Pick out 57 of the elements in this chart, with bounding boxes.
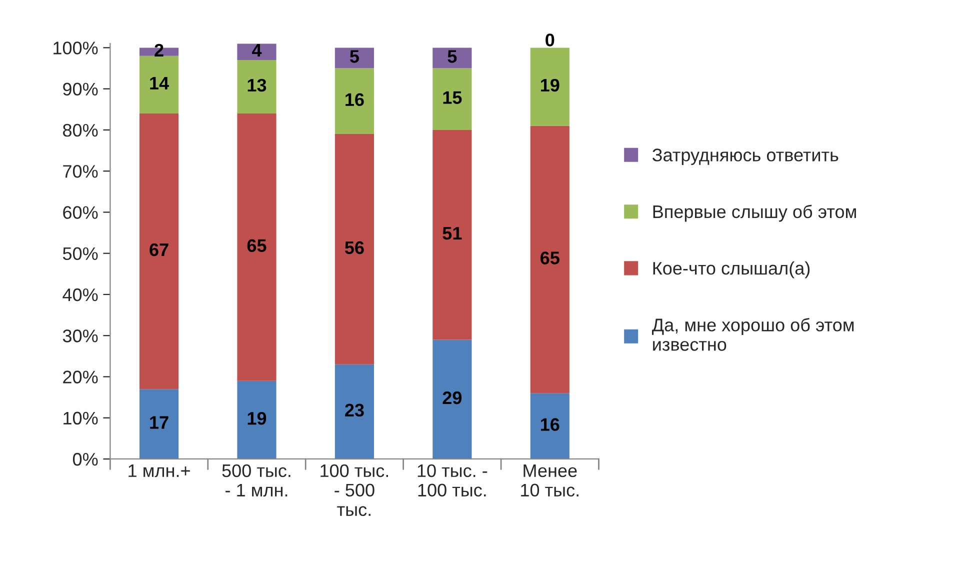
x-tick-label: 1 млн.+ <box>128 464 190 478</box>
y-tick-label: 60% <box>63 206 98 219</box>
data-label: 2 <box>154 44 164 56</box>
data-label: 51 <box>442 227 462 240</box>
x-tick-label: Менее 10 тыс. <box>521 464 578 497</box>
bar <box>334 68 374 134</box>
legend-label: Кое-что слышал(а) <box>653 261 810 278</box>
y-tick-label: 80% <box>63 124 98 137</box>
y-tick-label: 70% <box>63 165 98 178</box>
y-tick-label: 100% <box>54 42 98 54</box>
bar <box>139 56 179 114</box>
bar <box>432 68 472 130</box>
y-tick-label: 10% <box>64 412 98 425</box>
legend-label: Затрудняюсь ответить <box>652 148 838 165</box>
data-label: 65 <box>247 239 266 252</box>
y-tick-label: 50% <box>62 247 98 260</box>
y-tick-label: 20% <box>63 370 98 384</box>
data-label: 67 <box>150 243 168 256</box>
bar <box>237 380 276 459</box>
data-label: 23 <box>345 404 364 417</box>
bar <box>530 393 570 459</box>
x-tick-label: 100 тыс. - 500 тыс. <box>320 464 388 516</box>
bar <box>334 364 374 459</box>
bar <box>139 389 179 459</box>
bar <box>237 60 276 114</box>
legend-label: Да, мне хорошо об этом известно <box>652 318 854 351</box>
bar <box>139 113 179 390</box>
data-label: 5 <box>448 50 457 63</box>
data-label: 13 <box>248 78 266 92</box>
bar <box>334 48 374 68</box>
bar <box>432 340 472 459</box>
data-label: 5 <box>350 50 359 63</box>
bar <box>530 48 570 126</box>
legend-label: Впервые слышу об этом <box>653 204 856 222</box>
data-label: 15 <box>443 91 462 104</box>
data-label: 4 <box>252 44 262 56</box>
y-tick-label: 30% <box>62 330 98 342</box>
bar <box>334 134 374 364</box>
data-label: 16 <box>540 418 560 431</box>
y-tick-label: 90% <box>63 82 98 96</box>
data-label: 19 <box>248 412 266 425</box>
data-label: 0 <box>546 34 554 46</box>
data-label: 29 <box>442 391 462 404</box>
data-label: 17 <box>150 416 168 429</box>
data-label: 56 <box>344 241 364 254</box>
data-label: 65 <box>540 252 560 264</box>
y-tick-label: 40% <box>62 288 98 302</box>
bar <box>237 113 276 381</box>
bar <box>432 130 472 340</box>
x-tick-label: 500 тыс. - 1 млн. <box>222 464 290 497</box>
x-tick-label: 10 тыс. - 100 тыс. <box>418 464 488 497</box>
bar <box>530 126 570 394</box>
data-label: 16 <box>346 93 364 106</box>
y-tick-label: 0% <box>72 452 98 466</box>
data-label: 14 <box>150 76 169 90</box>
bar <box>432 48 472 68</box>
data-label: 19 <box>540 78 560 92</box>
